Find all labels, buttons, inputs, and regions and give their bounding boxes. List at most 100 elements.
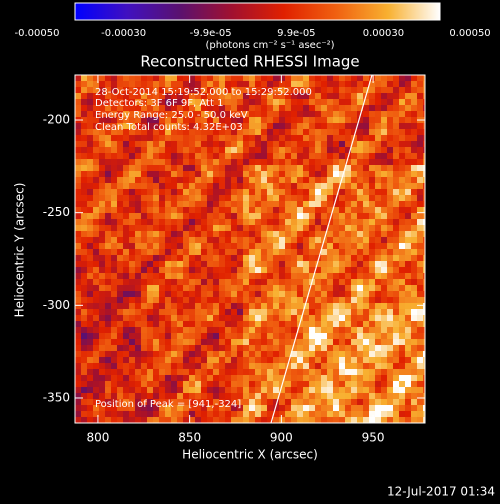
image-pixel [381, 393, 387, 399]
image-pixel [189, 165, 195, 171]
image-pixel [105, 333, 111, 339]
image-pixel [321, 243, 327, 249]
image-pixel [243, 99, 249, 105]
image-pixel [261, 147, 267, 153]
image-pixel [93, 315, 99, 321]
image-pixel [345, 117, 351, 123]
image-pixel [87, 303, 93, 309]
image-pixel [315, 111, 321, 117]
image-pixel [333, 231, 339, 237]
image-pixel [129, 129, 135, 135]
image-pixel [129, 111, 135, 117]
image-pixel [363, 225, 369, 231]
image-pixel [417, 273, 423, 279]
image-pixel [267, 189, 273, 195]
image-pixel [183, 177, 189, 183]
image-pixel [321, 111, 327, 117]
image-pixel [135, 171, 141, 177]
image-pixel [273, 375, 279, 381]
image-pixel [165, 369, 171, 375]
image-pixel [123, 345, 129, 351]
image-pixel [285, 387, 291, 393]
image-pixel [165, 123, 171, 129]
image-pixel [111, 249, 117, 255]
image-pixel [303, 291, 309, 297]
image-pixel [153, 183, 159, 189]
image-pixel [177, 195, 183, 201]
image-pixel [321, 417, 327, 423]
image-pixel [105, 405, 111, 411]
image-pixel [183, 411, 189, 417]
image-pixel [123, 243, 129, 249]
image-pixel [153, 309, 159, 315]
image-pixel [339, 339, 345, 345]
image-pixel [369, 225, 375, 231]
image-pixel [129, 309, 135, 315]
image-pixel [225, 261, 231, 267]
image-pixel [393, 105, 399, 111]
image-pixel [201, 225, 207, 231]
image-pixel [219, 129, 225, 135]
image-pixel [339, 81, 345, 87]
image-pixel [243, 201, 249, 207]
image-pixel [303, 285, 309, 291]
image-pixel [243, 297, 249, 303]
image-pixel [129, 237, 135, 243]
image-pixel [405, 381, 411, 387]
image-pixel [285, 339, 291, 345]
image-pixel [327, 147, 333, 153]
image-pixel [291, 135, 297, 141]
image-pixel [357, 201, 363, 207]
image-pixel [351, 213, 357, 219]
image-pixel [123, 165, 129, 171]
image-pixel [393, 135, 399, 141]
image-pixel [195, 411, 201, 417]
image-pixel [177, 363, 183, 369]
image-pixel [339, 315, 345, 321]
image-pixel [75, 207, 81, 213]
image-pixel [345, 399, 351, 405]
image-pixel [303, 411, 309, 417]
image-pixel [405, 363, 411, 369]
image-pixel [87, 129, 93, 135]
image-pixel [99, 411, 105, 417]
image-pixel [297, 309, 303, 315]
image-pixel [417, 81, 423, 87]
image-pixel [285, 273, 291, 279]
image-pixel [261, 339, 267, 345]
image-pixel [417, 351, 423, 357]
image-pixel [261, 231, 267, 237]
image-pixel [399, 315, 405, 321]
image-pixel [105, 129, 111, 135]
image-pixel [267, 231, 273, 237]
image-pixel [117, 327, 123, 333]
image-pixel [411, 399, 417, 405]
image-pixel [147, 321, 153, 327]
image-pixel [243, 171, 249, 177]
image-pixel [363, 117, 369, 123]
image-pixel [93, 123, 99, 129]
image-pixel [87, 183, 93, 189]
image-pixel [273, 99, 279, 105]
image-pixel [399, 201, 405, 207]
image-pixel [303, 321, 309, 327]
image-pixel [423, 327, 425, 333]
image-pixel [405, 243, 411, 249]
image-pixel [303, 141, 309, 147]
image-pixel [333, 171, 339, 177]
image-pixel [99, 177, 105, 183]
image-pixel [255, 99, 261, 105]
image-pixel [231, 237, 237, 243]
image-pixel [237, 243, 243, 249]
image-pixel [405, 105, 411, 111]
image-pixel [405, 81, 411, 87]
image-pixel [339, 171, 345, 177]
image-pixel [339, 75, 345, 81]
image-pixel [297, 117, 303, 123]
image-pixel [417, 381, 423, 387]
image-pixel [201, 267, 207, 273]
image-pixel [381, 195, 387, 201]
image-pixel [195, 369, 201, 375]
image-pixel [177, 387, 183, 393]
image-pixel [165, 237, 171, 243]
